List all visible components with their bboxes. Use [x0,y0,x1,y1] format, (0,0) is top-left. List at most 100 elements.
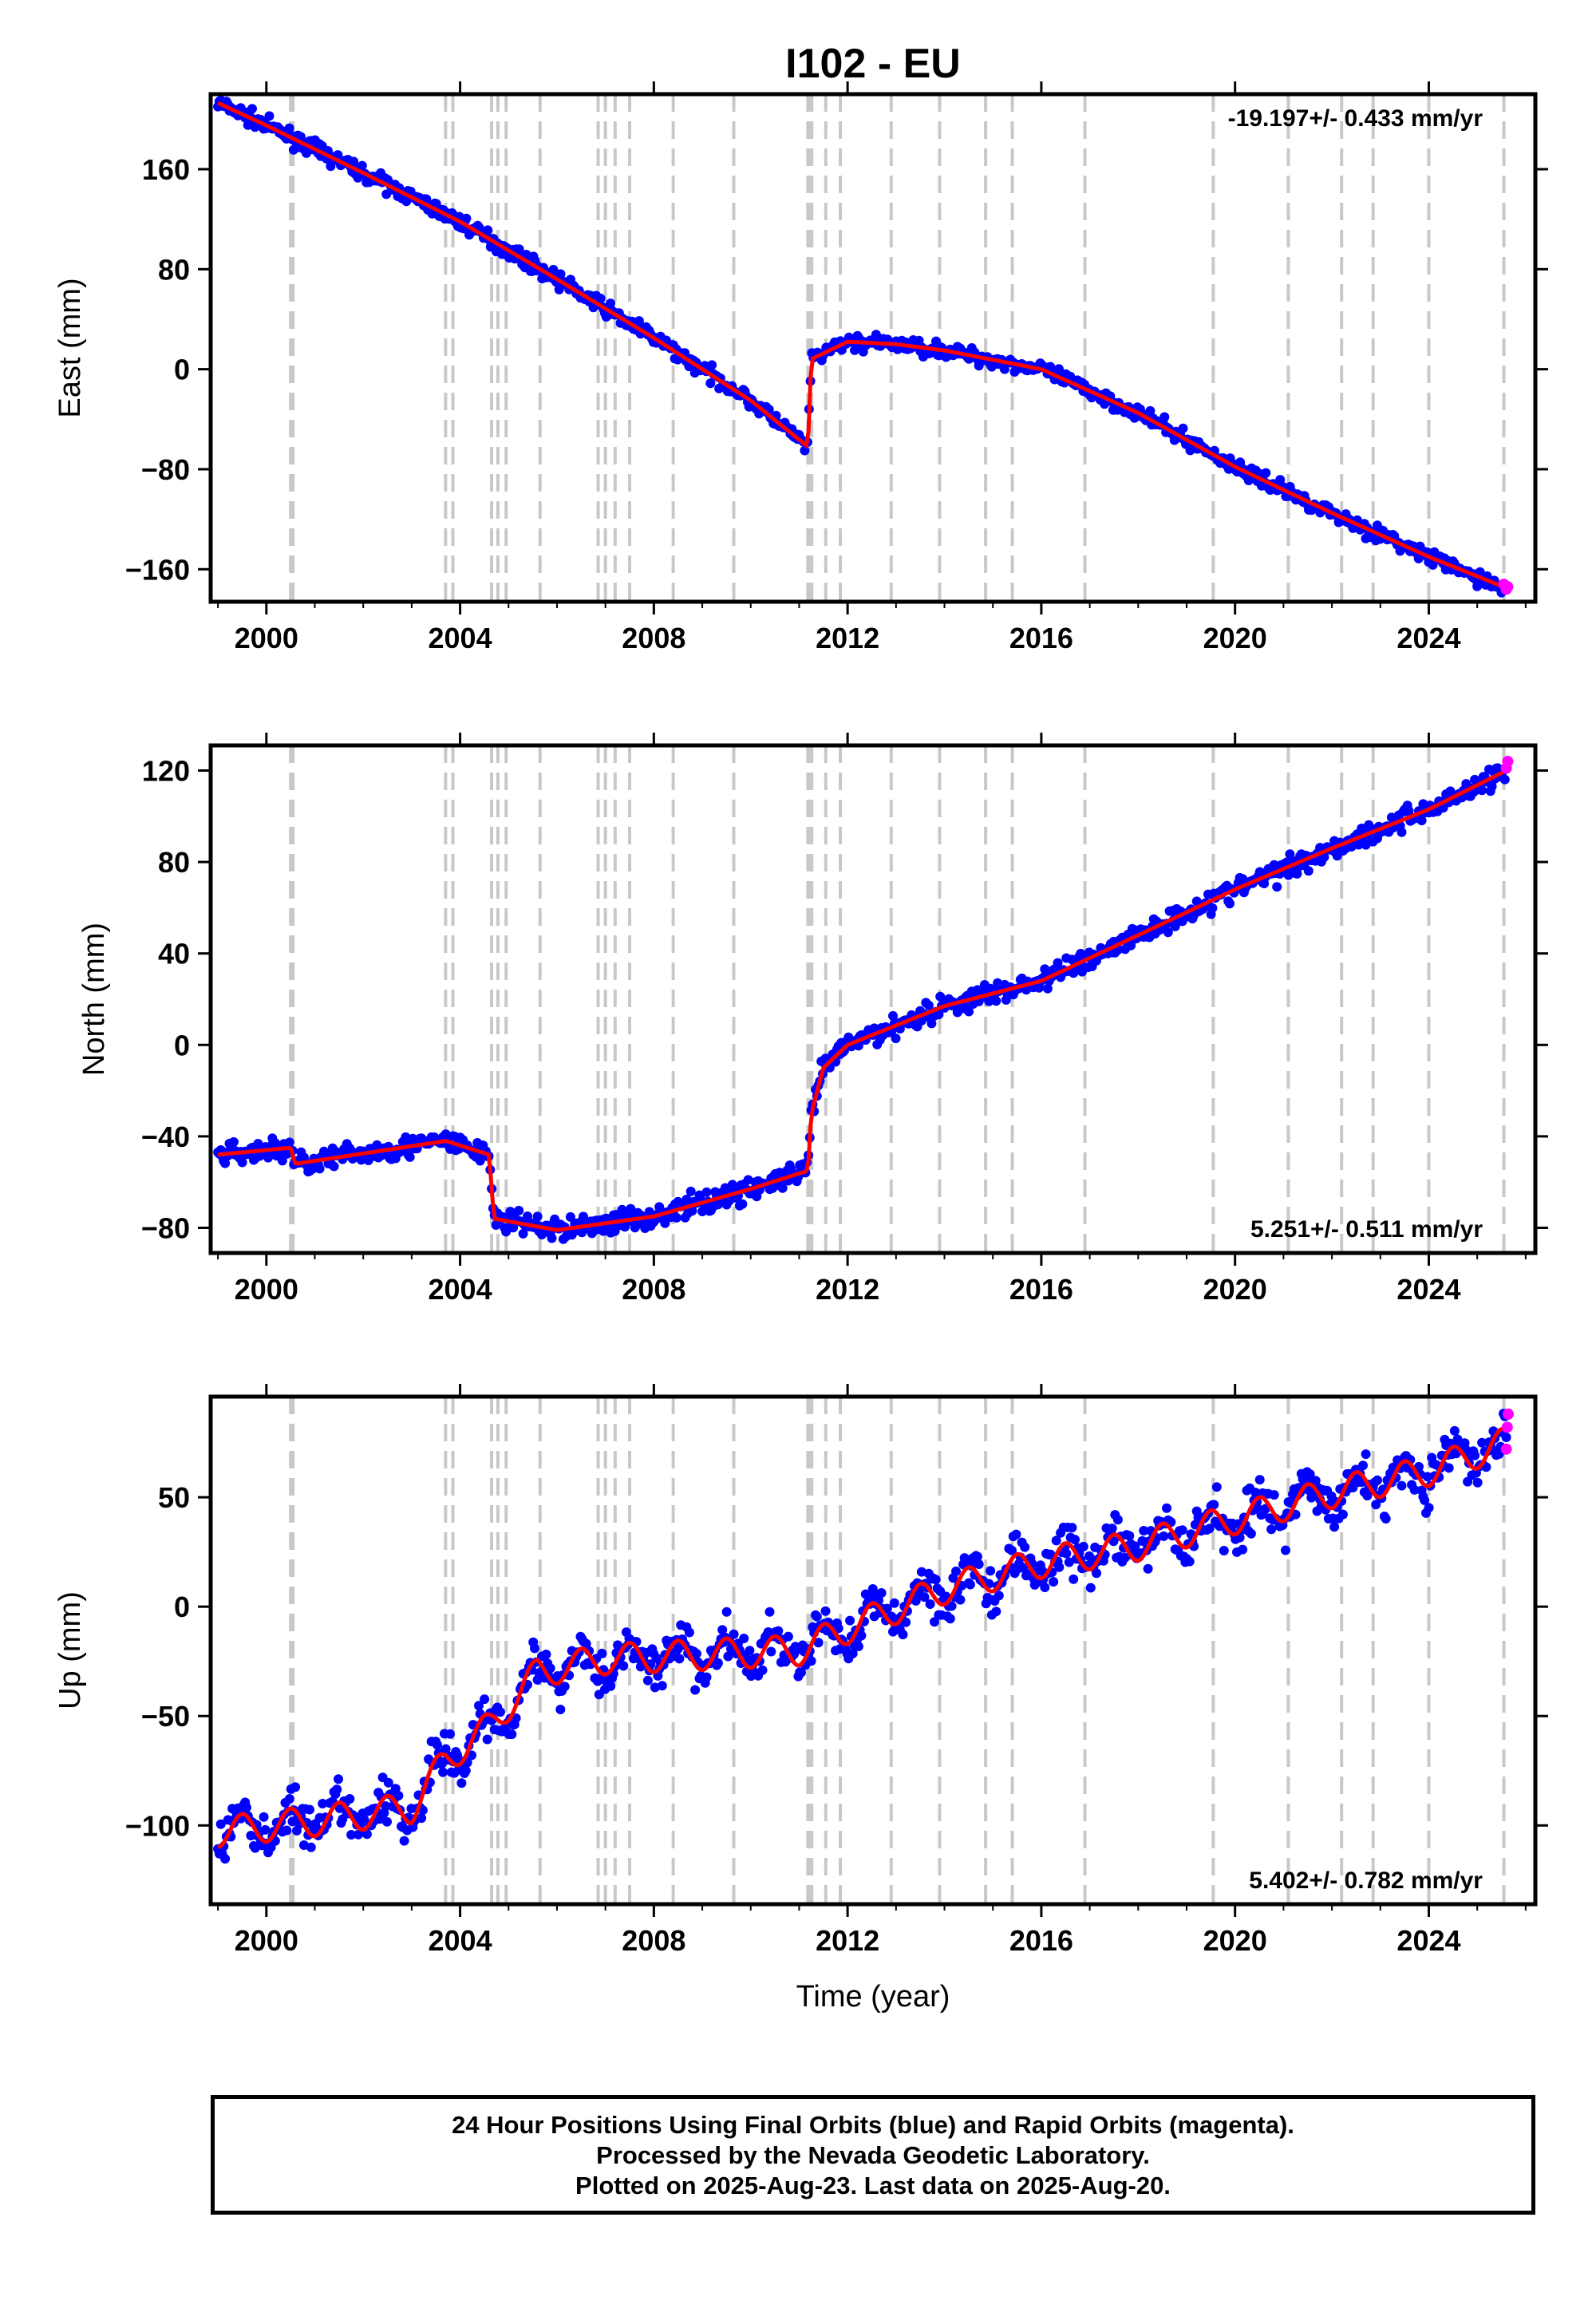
final-orbit-point [282,1825,292,1836]
final-orbit-point [597,1648,607,1658]
final-orbit-point [984,996,994,1006]
final-orbit-point [1396,1480,1407,1491]
final-orbit-point [1501,1433,1511,1442]
final-orbit-point [800,445,810,456]
final-orbit-point [318,1799,328,1808]
final-orbit-point [1124,1531,1135,1541]
final-orbit-point [934,1010,944,1020]
final-orbit-point [405,1152,415,1162]
final-orbit-point [1470,1450,1480,1460]
final-orbit-point [555,269,566,279]
final-orbit-point [530,1643,539,1654]
final-orbit-point [618,1661,629,1671]
y-tick-label: 80 [158,846,190,879]
y-axis-label: East (mm) [53,278,87,417]
plot-frame [208,92,1538,604]
final-orbit-point [1054,1562,1065,1572]
final-orbit-points [213,763,1511,1244]
final-orbit-point [460,1765,471,1776]
x-axis: 2000 2004 2008 2012 2016 2020 2024 [217,733,1527,1306]
x-axis: 2000 2004 2008 2012 2016 2020 2024 [217,1384,1527,1957]
final-orbit-point [806,1656,816,1666]
final-orbit-point [1416,816,1427,826]
final-orbit-point [514,244,524,255]
x-tick-label: 2016 [1009,622,1073,654]
final-orbit-point [1238,1544,1248,1555]
final-orbit-point [228,1136,239,1147]
y-tick-label: 0 [174,354,190,386]
final-orbit-point [290,1782,301,1792]
final-orbit-point [559,1682,570,1692]
final-orbit-point [777,1183,788,1193]
final-orbit-point [820,1606,831,1616]
final-orbit-point [1396,827,1407,837]
final-orbit-point [888,1010,898,1021]
x-tick-label: 2020 [1203,1924,1267,1957]
final-orbit-point [545,1663,555,1674]
final-orbit-point [923,1000,934,1010]
x-tick-label: 2004 [429,1924,492,1957]
final-orbit-point [1373,1475,1382,1485]
final-orbit-point [764,1607,775,1617]
final-orbit-point [1409,1484,1420,1495]
final-orbit-point [1170,921,1180,931]
final-orbit-point [853,1642,863,1651]
final-orbit-point [1261,468,1271,478]
final-orbit-point [1159,1531,1169,1541]
final-orbit-point [483,225,493,235]
final-orbit-point [1061,1548,1072,1559]
final-orbit-point [1281,1545,1290,1555]
y-axis-label: North (mm) [77,923,111,1076]
final-orbit-point [548,264,559,275]
final-orbit-point [264,111,275,121]
x-tick-label: 2004 [429,1273,492,1306]
y-tick-label: 0 [174,1591,190,1623]
final-orbit-point [743,1175,753,1185]
final-orbit-point [1358,1460,1368,1471]
chart-title: I102 - EU [785,41,961,87]
final-orbit-point [1112,1515,1123,1525]
rapid-orbit-points [1500,756,1514,774]
final-orbit-point [305,1804,314,1815]
final-orbit-point [856,1630,867,1641]
final-orbit-point [547,1233,557,1243]
final-orbit-point [242,1802,251,1812]
final-orbit-point [1045,1549,1056,1559]
final-orbit-point [925,1599,935,1609]
x-axis-label: Time (year) [796,1980,950,2014]
final-orbit-point [691,1649,701,1659]
model-line [217,101,1507,591]
final-orbit-point [507,1729,517,1740]
final-orbit-point [220,1158,231,1168]
x-tick-label: 2000 [235,1273,298,1306]
final-orbit-point [1159,412,1170,422]
panel-1: 2000 2004 2008 2012 2016 2020 2024 160 80 0 −80 −16… [53,81,1548,654]
final-orbit-point [705,378,716,389]
x-tick-label: 2012 [816,1273,879,1306]
final-orbit-point [845,1615,855,1626]
x-tick-label: 2012 [816,1924,879,1957]
final-orbit-point [332,1784,342,1795]
final-orbit-point [1499,774,1510,785]
final-orbit-point [898,1630,908,1640]
final-orbit-point [361,1829,372,1840]
final-orbit-point [480,1694,490,1705]
final-orbit-point [237,1157,247,1168]
final-orbit-point [445,1729,455,1739]
final-orbit-point [393,1791,404,1800]
final-orbit-point [1085,1583,1096,1593]
final-orbit-point [721,1607,732,1617]
final-orbit-point [1422,1472,1432,1482]
final-orbit-point [737,1199,748,1209]
final-orbit-point [1042,983,1053,994]
final-orbit-point [882,1603,892,1614]
final-orbit-point [246,1831,256,1840]
final-orbit-point [972,1551,982,1562]
final-orbit-point [357,160,367,171]
final-orbit-point [1064,1557,1074,1567]
final-orbit-point [945,1614,955,1624]
final-orbit-point [1177,1525,1187,1535]
x-tick-label: 2020 [1203,1273,1267,1306]
final-orbit-point [955,1595,966,1605]
